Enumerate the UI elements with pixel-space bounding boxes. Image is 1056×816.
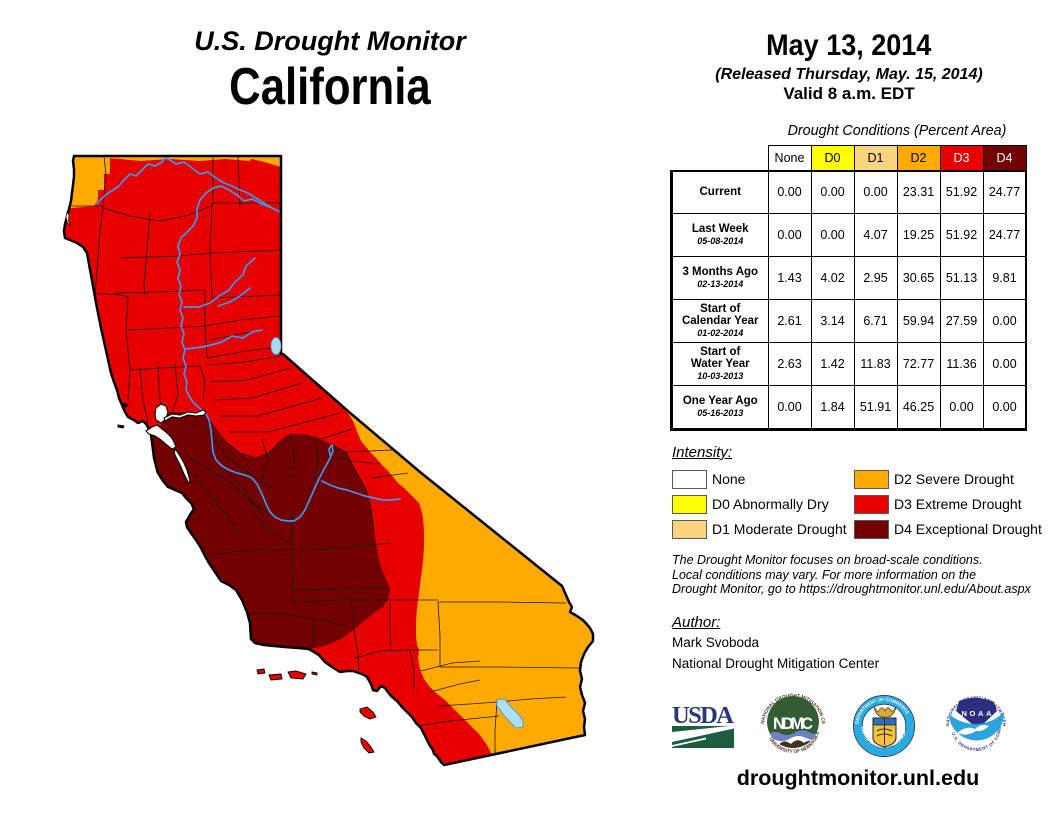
svg-text:NDMC: NDMC [773,715,813,733]
svg-text:USDA: USDA [672,702,734,729]
